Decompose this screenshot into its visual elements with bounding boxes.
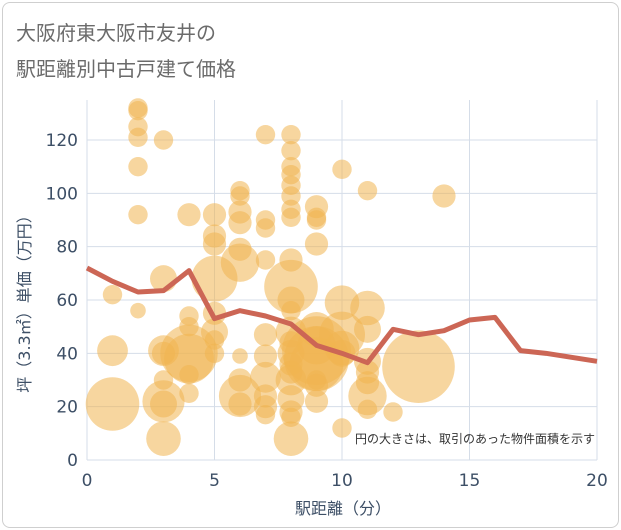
data-bubble xyxy=(255,218,276,238)
data-bubble xyxy=(177,203,201,227)
y-tick-label: 100 xyxy=(46,184,78,204)
data-bubble xyxy=(128,100,148,121)
data-bubble xyxy=(304,389,329,413)
x-axis-ticks: 0 5 10 15 20 xyxy=(82,471,608,491)
data-bubble xyxy=(128,156,148,177)
data-bubble xyxy=(281,300,301,321)
data-bubble xyxy=(153,130,174,150)
size-annotation: 円の大きさは、取引のあった物件面積を示す xyxy=(355,431,595,446)
data-bubble xyxy=(253,344,278,368)
data-bubble xyxy=(228,211,252,235)
x-tick-label: 20 xyxy=(586,471,608,491)
data-bubble xyxy=(255,404,276,425)
data-bubble xyxy=(202,232,227,256)
data-bubble xyxy=(128,204,148,225)
data-bubble xyxy=(232,348,248,364)
data-bubble xyxy=(383,402,403,422)
data-bubble xyxy=(304,232,329,256)
data-bubble xyxy=(348,376,387,416)
x-tick-label: 15 xyxy=(459,471,481,491)
data-bubble xyxy=(250,361,281,393)
chart-title: 大阪府東大阪市友井の 駅距離別中古戸建て価格 xyxy=(16,21,236,81)
average-line-path xyxy=(85,265,598,366)
data-bubble xyxy=(382,330,455,403)
y-tick-label: 0 xyxy=(67,451,78,471)
data-bubble xyxy=(230,186,250,206)
data-bubble xyxy=(304,373,329,397)
y-tick-label: 40 xyxy=(56,344,78,364)
data-bubble xyxy=(281,140,301,161)
data-bubble xyxy=(179,383,199,404)
average-price-line xyxy=(85,265,598,366)
x-tick-label: 0 xyxy=(82,471,93,491)
data-bubble xyxy=(204,330,225,350)
data-bubble xyxy=(179,364,199,385)
data-bubble xyxy=(255,124,276,145)
y-tick-label: 60 xyxy=(56,291,78,311)
data-bubble xyxy=(306,210,327,230)
data-bubble xyxy=(357,180,378,201)
y-axis-title: 坪（3.3㎡）単価（万円） xyxy=(15,207,34,392)
data-bubble xyxy=(102,284,123,305)
data-bubble xyxy=(281,186,301,206)
data-bubble xyxy=(146,421,181,456)
data-bubble xyxy=(150,390,177,418)
data-bubble xyxy=(164,333,214,384)
data-bubble xyxy=(432,184,456,208)
data-bubble xyxy=(97,335,128,367)
data-bubble xyxy=(357,399,378,420)
data-bubble xyxy=(281,124,301,145)
data-bubble xyxy=(253,323,278,347)
x-tick-label: 5 xyxy=(209,471,220,491)
data-bubble xyxy=(332,159,352,180)
data-bubble xyxy=(354,315,381,343)
data-bubble xyxy=(332,418,352,438)
y-tick-label: 80 xyxy=(56,238,78,258)
y-axis-ticks: 0 20 40 60 80 100 120 xyxy=(46,131,78,471)
x-axis-title: 駅距離（分） xyxy=(295,499,391,518)
y-tick-label: 20 xyxy=(56,398,78,418)
data-bubble xyxy=(202,203,227,227)
data-bubble xyxy=(128,127,148,148)
chart-title-line-1: 大阪府東大阪市友井の xyxy=(16,21,216,45)
data-bubble xyxy=(130,302,146,319)
data-bubble xyxy=(281,207,301,228)
data-bubble xyxy=(350,290,385,326)
chart-title-line-2: 駅距離別中古戸建て価格 xyxy=(16,57,236,81)
data-bubble xyxy=(255,250,276,270)
data-bubble xyxy=(273,421,309,456)
data-bubble xyxy=(85,377,140,431)
bubble-series xyxy=(85,98,456,456)
y-tick-label: 120 xyxy=(46,131,78,151)
data-bubble xyxy=(228,392,252,416)
x-tick-label: 10 xyxy=(331,471,353,491)
data-bubble xyxy=(220,243,260,282)
data-bubble xyxy=(204,343,225,364)
